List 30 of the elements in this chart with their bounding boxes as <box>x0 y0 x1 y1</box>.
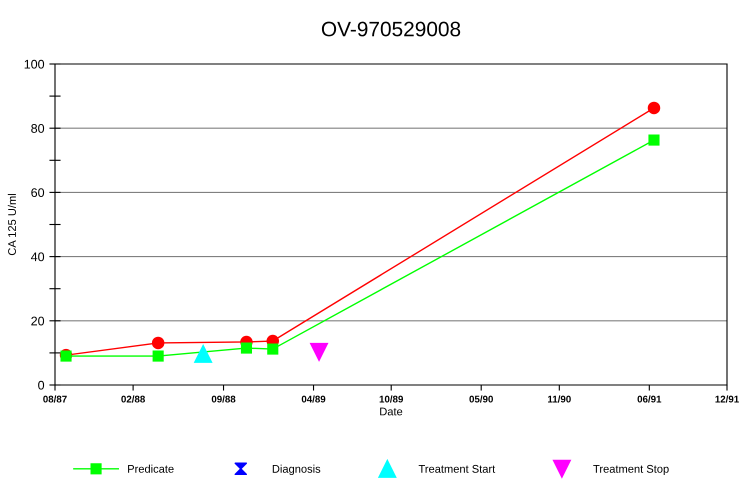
x-tick-label: 08/87 <box>43 395 67 403</box>
legend-label: Predicate <box>128 464 174 473</box>
point <box>648 134 660 146</box>
y-tick-label: 0 <box>38 380 44 390</box>
y-tick-label: 100 <box>24 60 44 69</box>
x-tick-label: 12/91 <box>715 395 739 403</box>
y-tick-label: 20 <box>31 316 44 326</box>
legend-label: Diagnosis <box>272 464 320 475</box>
x-tick-label: 09/88 <box>212 395 236 403</box>
x-tick-label: 06/91 <box>638 395 662 403</box>
point <box>194 344 212 363</box>
point <box>152 336 164 350</box>
point <box>240 342 252 354</box>
point <box>152 350 164 362</box>
x-tick-label: 05/90 <box>469 395 493 403</box>
x-tick-label: 10/89 <box>380 395 404 403</box>
y-tick-label: 40 <box>30 252 44 262</box>
legend-label: Treatment Stop <box>593 464 669 475</box>
legend-label: Treatment Start <box>418 464 496 473</box>
x-axis-title: Date <box>380 408 402 416</box>
point <box>648 102 660 114</box>
point <box>267 343 278 355</box>
x-tick-label: 04/89 <box>302 395 326 403</box>
y-axis-title: CA 125 U/ml <box>8 194 16 256</box>
x-tick-label: 02/88 <box>121 395 145 403</box>
chart-title: OV-970529008 <box>322 22 460 36</box>
y-tick-label: 80 <box>31 124 44 133</box>
y-tick-label: 60 <box>31 188 44 198</box>
x-tick-label: 11/90 <box>548 395 571 403</box>
point <box>310 342 328 361</box>
